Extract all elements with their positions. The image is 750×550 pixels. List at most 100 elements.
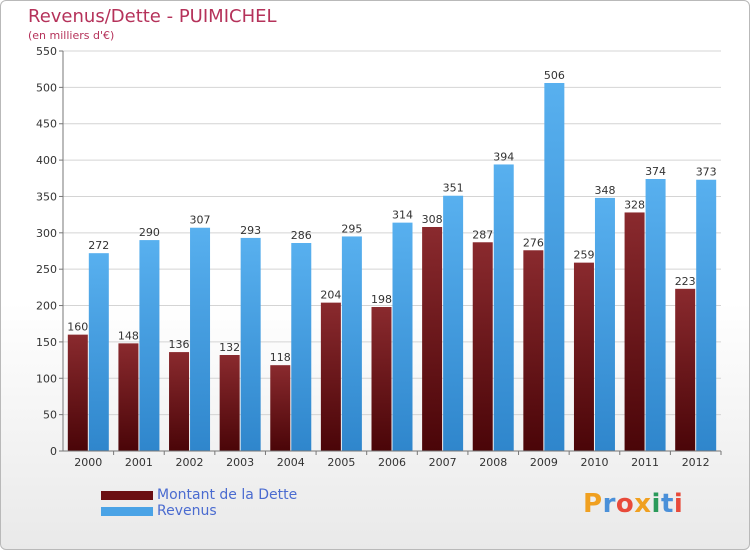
y-tick-label: 200 (36, 300, 57, 313)
legend-item-revenue: Revenus (101, 503, 297, 519)
debt-value-label: 204 (320, 289, 341, 302)
revenue-value-label: 293 (240, 224, 261, 237)
y-tick-label: 100 (36, 372, 57, 385)
x-tick-label: 2002 (176, 456, 204, 469)
y-tick-label: 150 (36, 336, 57, 349)
legend-label-debt: Montant de la Dette (157, 487, 298, 503)
debt-value-label: 223 (675, 275, 696, 288)
y-tick-label: 350 (36, 190, 57, 203)
debt-bar (219, 355, 240, 451)
logo-letter: o (615, 489, 635, 519)
debt-value-label: 160 (67, 321, 88, 334)
debt-value-label: 118 (270, 351, 291, 364)
chart-title: Revenus/Dette - PUIMICHEL (28, 6, 277, 27)
x-tick-label: 2003 (226, 456, 254, 469)
debt-bar (169, 352, 190, 451)
x-tick-label: 2005 (327, 456, 355, 469)
y-tick-label: 400 (36, 154, 57, 167)
revenue-bar (291, 243, 312, 451)
debt-bar (523, 250, 544, 451)
y-tick-label: 0 (50, 445, 57, 458)
revenue-value-label: 373 (696, 166, 717, 179)
debt-bar (371, 307, 392, 451)
x-tick-label: 2000 (74, 456, 102, 469)
logo-letter: t (660, 489, 674, 519)
y-tick-label: 500 (36, 81, 57, 94)
legend-swatch-revenue (101, 506, 153, 516)
x-tick-label: 2010 (580, 456, 608, 469)
debt-bar (422, 227, 443, 451)
debt-value-label: 287 (472, 228, 493, 241)
revenue-value-label: 286 (291, 229, 312, 242)
data-labels: 160 272 148 290 136 307 132 293 118 286 204 295 198 3… (67, 69, 716, 364)
revenue-bar (443, 195, 464, 451)
revenue-value-label: 348 (594, 184, 615, 197)
debt-bar (118, 343, 139, 451)
legend-label-revenue: Revenus (157, 503, 217, 519)
y-tick-label: 450 (36, 118, 57, 131)
revenue-value-label: 394 (493, 150, 514, 163)
logo-letter: i (673, 489, 684, 519)
revenue-value-label: 290 (139, 226, 160, 239)
debt-value-label: 276 (523, 236, 544, 249)
debt-bar (573, 262, 594, 451)
revenue-bar (190, 227, 211, 451)
debt-value-label: 259 (573, 249, 594, 262)
revenue-value-label: 272 (88, 239, 109, 252)
legend-swatch-debt (101, 490, 153, 500)
debt-value-label: 132 (219, 341, 240, 354)
debt-value-label: 328 (624, 198, 645, 211)
debt-bar (67, 334, 88, 451)
revenue-value-label: 374 (645, 165, 666, 178)
x-tick-label: 2012 (682, 456, 710, 469)
debt-bar (624, 212, 645, 451)
chart-subtitle: (en milliers d'€) (28, 29, 115, 42)
revenue-value-label: 351 (443, 182, 464, 195)
logo-letter: P (583, 489, 603, 519)
debt-value-label: 308 (422, 213, 443, 226)
revenue-bar (544, 83, 565, 451)
revenue-bar (645, 179, 666, 451)
x-tick-label: 2006 (378, 456, 406, 469)
debt-bar (270, 365, 291, 451)
x-tick-label: 2009 (530, 456, 558, 469)
revenue-bar (139, 240, 160, 451)
revenue-bar (88, 253, 109, 451)
legend: Montant de la Dette Revenus (101, 487, 297, 519)
logo-letter: r (602, 489, 616, 519)
revenue-bar (493, 164, 514, 452)
revenue-value-label: 314 (392, 209, 413, 222)
debt-value-label: 148 (118, 329, 139, 342)
revenue-value-label: 295 (341, 222, 362, 235)
x-tick-label: 2008 (479, 456, 507, 469)
gridlines (63, 50, 721, 452)
debt-value-label: 136 (169, 338, 190, 351)
proxiti-logo: Proxiti (583, 489, 683, 519)
y-tick-label: 300 (36, 227, 57, 240)
x-tick-label: 2004 (277, 456, 305, 469)
logo-letter: x (634, 489, 652, 519)
revenue-value-label: 307 (190, 214, 211, 227)
logo-letter: i (651, 489, 661, 519)
bars (67, 83, 717, 452)
revenue-bar (392, 222, 413, 451)
revenue-bar (341, 236, 362, 451)
debt-bar (472, 242, 493, 451)
legend-item-debt: Montant de la Dette (101, 487, 297, 503)
debt-bar (320, 302, 341, 451)
y-tick-label: 250 (36, 263, 57, 276)
y-tick-label: 50 (43, 409, 57, 422)
debt-bar (675, 288, 696, 451)
revenue-value-label: 506 (544, 69, 565, 82)
y-tick-label: 550 (36, 45, 57, 58)
x-tick-label: 2001 (125, 456, 153, 469)
revenue-bar (696, 179, 717, 451)
debt-value-label: 198 (371, 293, 392, 306)
axes: 0 50 100 150 200 250 300 350 400 450 500 550 2000 200… (36, 45, 722, 469)
revenue-bar (240, 237, 261, 451)
x-tick-label: 2011 (631, 456, 659, 469)
x-tick-label: 2007 (429, 456, 457, 469)
revenue-bar (594, 197, 615, 451)
